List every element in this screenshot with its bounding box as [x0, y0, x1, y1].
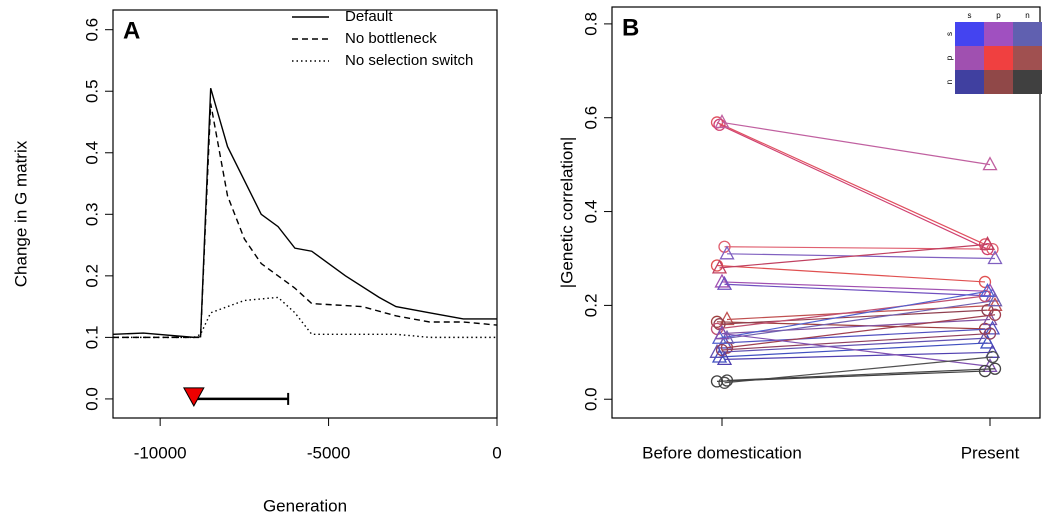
- point-marker: [978, 364, 992, 378]
- point-marker: [987, 292, 1003, 307]
- point-marker: [978, 275, 992, 289]
- legend-label: No selection switch: [345, 52, 473, 69]
- x-tick-label: Before domestication: [642, 443, 802, 462]
- heatmap-cell: [984, 22, 1013, 46]
- data-line: [113, 296, 497, 339]
- slope-line: [724, 246, 993, 250]
- point-marker: [982, 311, 998, 326]
- slope-line: [716, 121, 986, 245]
- slope-line: [716, 264, 986, 283]
- slope-line: [724, 351, 993, 360]
- plot-frame: [112, 9, 498, 419]
- point-marker: [716, 350, 733, 366]
- panel-label: B: [622, 14, 639, 41]
- heatmap-cell: [955, 22, 984, 46]
- slope-line: [726, 368, 996, 382]
- x-tick-label: Present: [961, 443, 1020, 462]
- inset-row-label: n: [945, 80, 954, 84]
- heatmap-cell: [955, 46, 984, 70]
- heatmap-cell: [984, 70, 1013, 94]
- inset-row-label: p: [945, 55, 954, 60]
- inset-row-label: s: [945, 32, 954, 36]
- point-marker: [710, 375, 724, 388]
- slope-line: [719, 309, 988, 325]
- point-marker: [719, 245, 735, 260]
- y-tick-label: 0.0: [581, 387, 600, 411]
- x-tick-label: -10000: [134, 443, 187, 462]
- y-tick-label: 0.6: [581, 106, 600, 130]
- slope-line: [721, 332, 991, 351]
- slope-line: [716, 295, 986, 330]
- slope-line: [721, 318, 991, 335]
- point-marker: [719, 311, 735, 326]
- triangle-marker: [182, 387, 205, 407]
- data-line: [113, 103, 498, 339]
- slope-line: [726, 253, 996, 260]
- heatmap-cell: [1013, 46, 1042, 70]
- slope-line: [724, 283, 993, 297]
- point-marker: [718, 376, 731, 389]
- point-marker: [987, 297, 1003, 312]
- y-tick-label: 0.1: [82, 326, 101, 350]
- slope-line: [719, 124, 988, 250]
- slope-line: [716, 321, 986, 330]
- slope-line: [719, 243, 988, 269]
- y-tick-label: 0.2: [581, 294, 600, 318]
- slope-line: [726, 314, 996, 349]
- inset-col-label: s: [968, 11, 972, 20]
- data-line: [112, 87, 497, 339]
- y-tick-label: 0.8: [581, 12, 600, 36]
- point-marker: [979, 334, 996, 349]
- inset-col-label: p: [996, 11, 1001, 20]
- y-tick-label: 0.0: [82, 387, 101, 411]
- point-marker: [983, 327, 997, 340]
- point-marker: [711, 259, 728, 274]
- slope-line: [721, 121, 991, 166]
- x-tick-label: -5000: [307, 443, 350, 462]
- panel-label: A: [123, 17, 140, 44]
- point-marker: [714, 325, 730, 340]
- y-tick-label: 0.2: [82, 264, 101, 288]
- point-marker: [979, 282, 996, 297]
- slope-line: [721, 281, 991, 292]
- slope-line: [716, 370, 986, 383]
- point-marker: [988, 308, 1002, 321]
- legend-label: Default: [345, 8, 393, 25]
- point-marker: [714, 114, 730, 129]
- slope-line: [726, 300, 996, 339]
- slope-line: [726, 304, 996, 321]
- slope-line: [716, 337, 986, 353]
- y-axis-label: |Genetic correlation|: [557, 137, 576, 289]
- plot-frame: [611, 6, 1041, 419]
- point-marker: [982, 156, 998, 171]
- heatmap-cell: [984, 46, 1013, 70]
- heatmap-cell: [955, 70, 984, 94]
- point-marker: [715, 343, 729, 357]
- slope-line: [724, 328, 993, 344]
- x-axis-label: Generation: [263, 496, 347, 515]
- legend-label: No bottleneck: [345, 30, 437, 47]
- point-marker: [710, 322, 724, 336]
- point-marker: [986, 350, 999, 364]
- point-marker: [979, 236, 996, 251]
- y-tick-label: 0.4: [82, 141, 101, 165]
- inset-col-label: n: [1025, 11, 1029, 20]
- y-tick-label: 0.6: [82, 18, 101, 42]
- y-tick-label: 0.5: [82, 79, 101, 103]
- y-axis-label: Change in G matrix: [11, 140, 30, 287]
- heatmap-cell: [1013, 22, 1042, 46]
- heatmap-cell: [1013, 70, 1042, 94]
- x-tick-label: 0: [492, 443, 501, 462]
- slope-line: [721, 332, 991, 367]
- y-tick-label: 0.3: [82, 202, 101, 226]
- point-marker: [714, 273, 730, 288]
- slope-line: [719, 290, 988, 339]
- point-marker: [716, 275, 733, 290]
- y-tick-label: 0.4: [581, 200, 600, 224]
- point-marker: [710, 315, 724, 328]
- point-marker: [987, 250, 1003, 265]
